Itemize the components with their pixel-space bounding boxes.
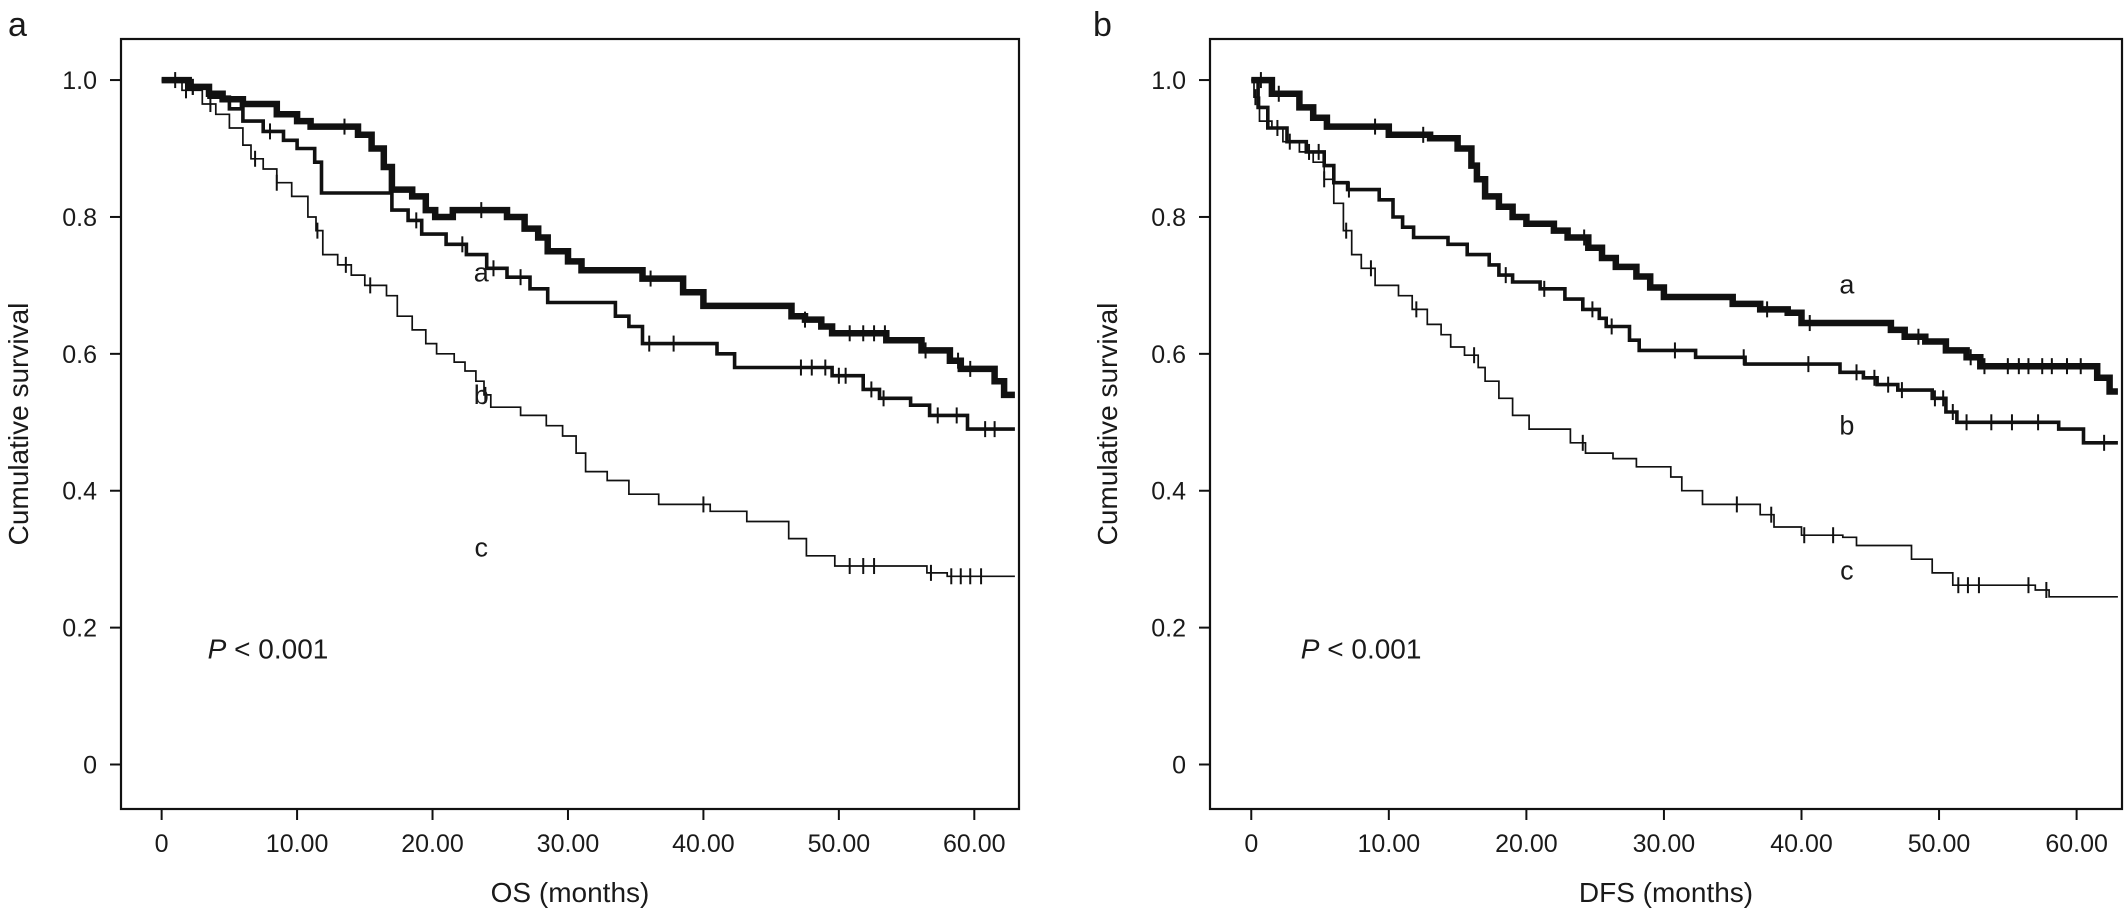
p-value-symbol: P xyxy=(208,633,227,664)
y-tick-label: 0 xyxy=(83,752,97,780)
survival-curve-a: a xyxy=(161,72,1015,399)
y-tick-label: 0.6 xyxy=(1151,341,1186,369)
p-value-text: < 0.001 xyxy=(1319,633,1421,664)
x-tick-label: 50.00 xyxy=(1908,830,1971,858)
curve-line-a xyxy=(161,76,1015,399)
curve-line-b xyxy=(161,78,1015,431)
panel-letter: b xyxy=(1093,6,1112,44)
curve-label-b: b xyxy=(1839,411,1854,441)
x-tick-label: 60.00 xyxy=(2045,830,2108,858)
y-tick-label: 0.4 xyxy=(1151,478,1186,506)
x-tick-label: 50.00 xyxy=(808,830,871,858)
x-tick-label: 40.00 xyxy=(672,830,735,858)
y-tick-label: 0.6 xyxy=(62,341,97,369)
x-tick-label: 60.00 xyxy=(943,830,1006,858)
curve-label-a: a xyxy=(474,257,490,287)
y-axis-title: Cumulative survival xyxy=(3,303,34,546)
p-value-text: < 0.001 xyxy=(226,633,328,664)
y-tick-label: 1.0 xyxy=(1151,67,1186,95)
x-tick-label: 30.00 xyxy=(537,830,600,858)
p-value-symbol: P xyxy=(1301,633,1320,664)
plot-frame xyxy=(1208,37,2124,811)
x-axis-title: OS (months) xyxy=(491,877,650,908)
y-tick-label: 0.2 xyxy=(1151,615,1186,643)
survival-curve-c: c xyxy=(1251,79,2118,598)
plot-frame xyxy=(119,37,1021,811)
y-axis-title: Cumulative survival xyxy=(1092,303,1123,546)
panel-letter: a xyxy=(8,6,27,44)
curve-line-b xyxy=(1251,78,2118,445)
y-tick-label: 0.8 xyxy=(1151,204,1186,232)
x-tick-label: 0 xyxy=(1244,830,1258,858)
x-tick-label: 20.00 xyxy=(1495,830,1558,858)
curve-label-b: b xyxy=(474,380,489,410)
y-tick-label: 0.4 xyxy=(62,478,97,506)
panel-a: a 0 10.00 20.00 30.00 40.00 50.00 60.00 0 0.2 0.4 0… xyxy=(3,6,1021,908)
p-value-annotation: P < 0.001 xyxy=(1301,633,1422,664)
survival-curve-a: a xyxy=(1251,72,2118,395)
x-tick-label: 40.00 xyxy=(1770,830,1833,858)
survival-curve-b: b xyxy=(1251,78,2118,451)
survival-curve-b: b xyxy=(161,78,1015,438)
x-tick-label: 20.00 xyxy=(401,830,464,858)
y-tick-label: 0 xyxy=(1172,752,1186,780)
x-tick-label: 10.00 xyxy=(1358,830,1421,858)
curve-line-c xyxy=(1251,79,2118,598)
x-tick-label: 10.00 xyxy=(266,830,329,858)
x-tick-label: 0 xyxy=(155,830,169,858)
y-tick-label: 1.0 xyxy=(62,67,97,95)
p-value-annotation: P < 0.001 xyxy=(208,633,329,664)
x-axis-title: DFS (months) xyxy=(1579,877,1753,908)
panel-b: b 0 10.00 20.00 30.00 40.00 50.00 60.00 0 0.2 0.4 0… xyxy=(1092,6,2124,908)
curve-line-c xyxy=(161,79,1015,578)
y-tick-label: 0.8 xyxy=(62,204,97,232)
y-tick-label: 0.2 xyxy=(62,615,97,643)
curve-line-a xyxy=(1251,76,2118,395)
survival-curve-c: c xyxy=(161,79,1015,585)
curve-label-a: a xyxy=(1839,270,1855,300)
curve-label-c: c xyxy=(475,532,489,562)
x-tick-label: 30.00 xyxy=(1633,830,1696,858)
curve-label-c: c xyxy=(1840,556,1854,586)
